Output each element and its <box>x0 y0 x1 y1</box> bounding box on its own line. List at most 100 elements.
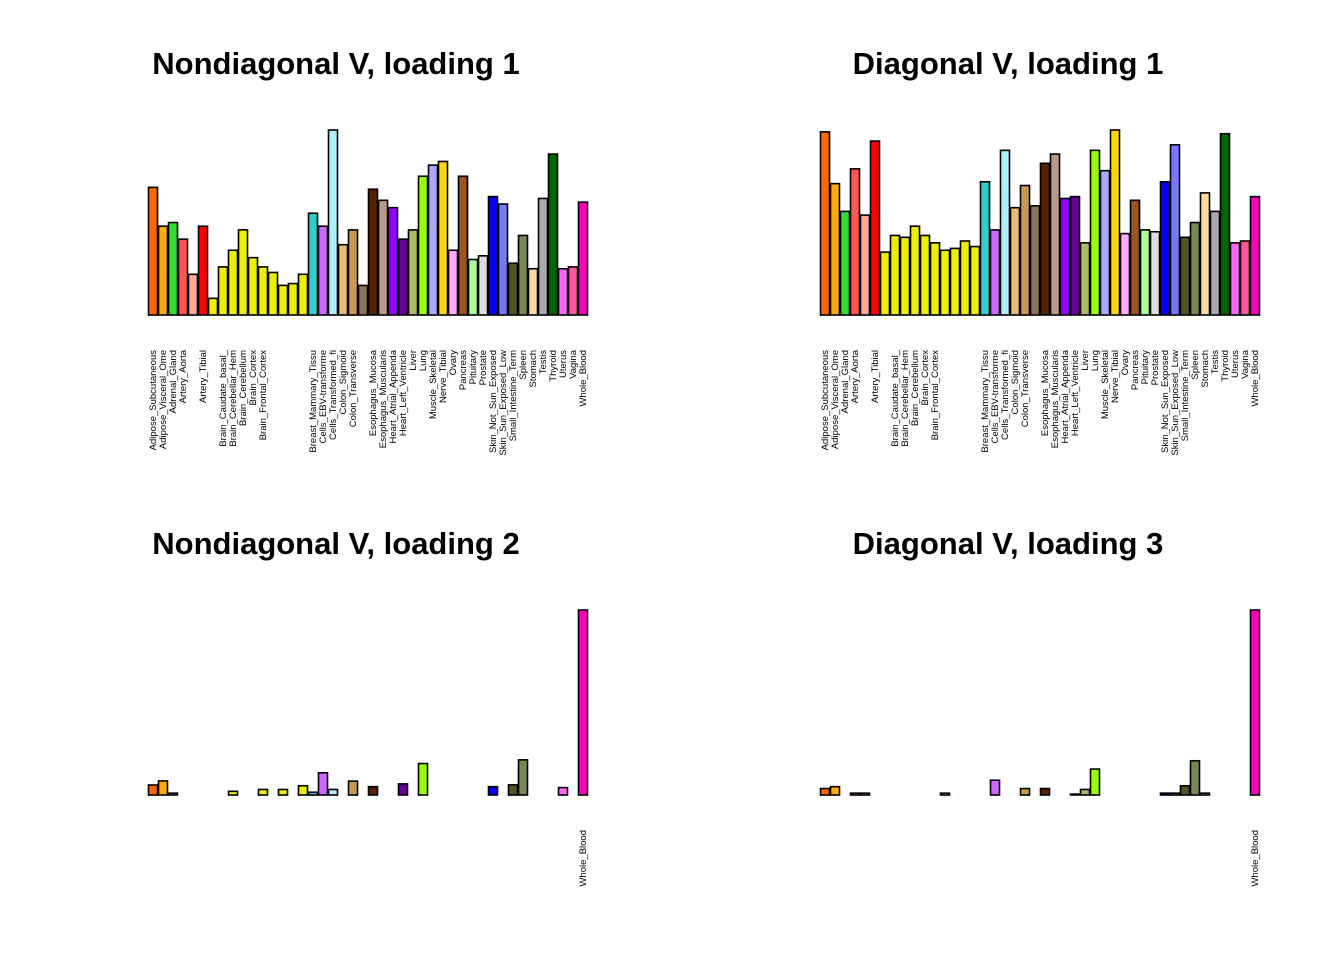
x-tick-label: Whole_Blood <box>1250 350 1261 407</box>
chart-title: Nondiagonal V, loading 2 <box>152 526 520 561</box>
x-tick-label: Small_Intestine_Term <box>1180 350 1191 441</box>
bar-brain-caudate-basal- <box>889 234 901 316</box>
bar-pituitary <box>467 258 479 316</box>
x-tick-label: Skin_Sun_Exposed_Low <box>1170 350 1181 456</box>
x-tick-label: Muscle_Skeletal <box>1100 350 1111 419</box>
bar-uterus <box>557 267 569 316</box>
bar-brain-hippocampus <box>267 271 279 316</box>
bar-artery-tibial <box>197 225 209 316</box>
bar-artery-aorta <box>849 168 861 316</box>
x-tick-label: Pancreas <box>458 350 469 390</box>
bar-thyroid <box>1219 132 1231 316</box>
bar-colon-transverse <box>347 780 359 796</box>
bar-adipose-visceral-ome <box>157 225 169 316</box>
bar-spleen <box>1189 759 1201 796</box>
bar-esophagus-mucosa <box>1039 787 1051 796</box>
bar-spleen <box>517 234 529 316</box>
bar-artery-tibial <box>869 140 881 316</box>
panel-diagonal-loading-1: Diagonal V, loading 1 Adipose_Subcutaneo… <box>672 0 1344 480</box>
bar-adrenal-gland <box>839 210 851 316</box>
bar-breast-mammary-tissu <box>307 212 319 316</box>
x-tick-label: Adrenal_Gland <box>840 350 851 413</box>
bar-brain-cerebellum <box>237 229 249 316</box>
x-tick-label: Skin_Sun_Exposed_Low <box>498 350 509 456</box>
x-tick-label: Colon_Transverse <box>348 350 359 427</box>
x-tick-label: Spleen <box>518 350 529 380</box>
bar-vagina <box>1239 240 1251 316</box>
bar-esophagus-mucosa <box>1039 162 1051 316</box>
x-tick-label: Lung <box>1090 350 1101 371</box>
bar-whole-blood <box>577 609 589 796</box>
bar-stomach <box>1199 792 1211 796</box>
x-tick-label: Artery_Tibial <box>870 350 881 403</box>
bar-brain-nucleus-accumb <box>287 282 299 316</box>
bar-adrenal-gland <box>167 221 179 316</box>
bar-prostate <box>477 255 489 316</box>
x-tick-label: Adipose_Subcutaneous <box>820 350 831 451</box>
x-tick-label: Liver <box>1080 350 1091 371</box>
x-tick-label: Breast_Mammary_Tissu <box>308 350 319 453</box>
x-tick-label: Brain_Cerebellum <box>238 350 249 426</box>
x-tick-label: Pancreas <box>1130 350 1141 390</box>
bar-heart-left-ventricle <box>1069 195 1081 316</box>
x-tick-label: Brain_Cerebellar_Hem <box>228 350 239 447</box>
bar-skin-sun-exposed-low <box>497 203 509 316</box>
x-tick-label: Prostate <box>1150 350 1161 385</box>
bar-colon-transverse <box>347 229 359 316</box>
bar-esophagus-muscularis <box>1049 153 1061 316</box>
x-tick-label: Cells_EBV-transforme <box>318 350 329 443</box>
x-tick-label: Uterus <box>558 350 569 378</box>
bar-brain-cortex <box>919 234 931 316</box>
x-tick-label: Adrenal_Gland <box>168 350 179 413</box>
x-tick-label: Brain_Cortex <box>248 350 259 406</box>
bar-cells-transformed-fi <box>999 149 1011 316</box>
x-tick-label: Pituitary <box>468 350 479 385</box>
x-tick-label: Adipose_Visceral_Ome <box>158 350 169 449</box>
bar-adipose-subcutaneous <box>147 784 159 796</box>
x-tick-label: Brain_Caudate_basal_ <box>890 349 901 446</box>
bar-pancreas <box>457 175 469 316</box>
bar-heart-left-ventricle <box>397 238 409 316</box>
x-tick-label: Thyroid <box>548 350 559 382</box>
bar-brain-anterior-cingul <box>879 251 891 316</box>
bar-brain-putamen-basal- <box>297 273 309 316</box>
x-tick-label: Adipose_Visceral_Ome <box>830 350 841 449</box>
bar-colon-transverse <box>1019 184 1031 316</box>
chart-title: Diagonal V, loading 1 <box>852 46 1164 81</box>
bar-heart-atrial-appenda <box>1059 197 1071 316</box>
bar-esophagus-gastroesop <box>357 284 369 316</box>
chart-title: Nondiagonal V, loading 1 <box>152 46 520 81</box>
x-tick-label: Brain_Cortex <box>920 350 931 406</box>
x-tick-label: Prostate <box>478 350 489 385</box>
bar-uterus <box>557 786 569 796</box>
bar-brain-hypothalamus <box>277 788 289 796</box>
bar-brain-caudate-basal- <box>217 266 229 316</box>
x-tick-label: Liver <box>408 350 419 371</box>
bar-muscle-skeletal <box>1099 169 1111 316</box>
bar-vagina <box>567 266 579 316</box>
x-tick-label: Brain_Frontal_Cortex <box>258 350 269 441</box>
x-tick-label: Esophagus_Muscularis <box>1050 350 1061 448</box>
x-tick-label: Artery_Aorta <box>850 349 861 403</box>
bar-stomach <box>1199 192 1211 316</box>
bar-esophagus-mucosa <box>367 785 379 796</box>
bar-brain-cerebellar-hem <box>227 249 239 316</box>
bar-adipose-subcutaneous <box>819 787 831 796</box>
x-tick-label: Pituitary <box>1140 350 1151 385</box>
bar-ovary <box>447 249 459 316</box>
bar-small-intestine-term <box>507 262 519 316</box>
bar-heart-left-ventricle <box>1069 793 1081 796</box>
bar-skin-not-sun-exposed <box>1159 181 1171 316</box>
bar-brain-putamen-basal- <box>297 784 309 796</box>
bar-liver <box>1079 788 1091 796</box>
bar-artery-aorta <box>177 238 189 316</box>
x-tick-label: Spleen <box>1190 350 1201 380</box>
bar-nerve-tibial <box>437 160 449 316</box>
bar-small-intestine-term <box>1179 784 1191 796</box>
bar-liver <box>1079 242 1091 316</box>
bar-brain-cerebellum <box>909 225 921 316</box>
bar-uterus <box>1229 242 1241 316</box>
bar-colon-sigmoid <box>337 243 349 316</box>
x-tick-label: Brain_Caudate_basal_ <box>218 349 229 446</box>
bar-adipose-visceral-ome <box>157 780 169 796</box>
